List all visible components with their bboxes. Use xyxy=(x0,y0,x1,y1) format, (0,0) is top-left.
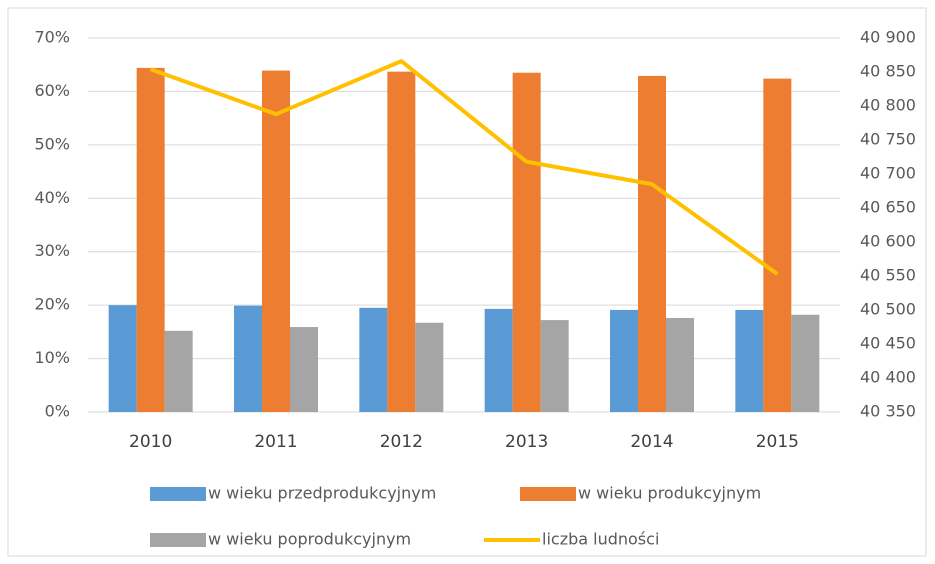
x-tick-label: 2015 xyxy=(756,432,799,452)
x-tick-label: 2010 xyxy=(129,432,172,452)
y2-tick-label: 40 550 xyxy=(860,266,916,285)
line xyxy=(149,59,779,276)
y-tick-label: 0% xyxy=(45,402,70,421)
y-tick-label: 40% xyxy=(34,188,70,207)
y2-tick-label: 40 850 xyxy=(860,62,916,81)
bar xyxy=(359,307,388,412)
y2-tick-label: 40 700 xyxy=(860,164,916,183)
x-tick-label: 2014 xyxy=(630,432,673,452)
bar xyxy=(262,70,290,412)
y-tick-label: 60% xyxy=(34,81,70,100)
bar xyxy=(136,67,165,413)
y-tick-label: 30% xyxy=(34,241,70,260)
x-tick-label: 2011 xyxy=(254,432,297,452)
y2-tick-label: 40 450 xyxy=(860,334,916,353)
y2-tick-label: 40 600 xyxy=(860,232,916,251)
y-tick-label: 70% xyxy=(34,28,70,47)
bar xyxy=(512,72,541,412)
legend-label: w wieku przedprodukcyjnym xyxy=(208,484,436,503)
y2-tick-label: 40 500 xyxy=(860,300,916,319)
bar xyxy=(484,308,513,412)
legend-label: w wieku poprodukcyjnym xyxy=(208,530,411,549)
y2-tick-label: 40 900 xyxy=(860,28,916,47)
y2-tick-label: 40 350 xyxy=(860,402,916,421)
x-tick-label: 2012 xyxy=(380,432,423,452)
bar xyxy=(387,71,416,412)
bar xyxy=(290,327,318,412)
bar xyxy=(610,309,638,412)
bar xyxy=(540,320,569,412)
bar xyxy=(638,75,666,412)
y-tick-label: 10% xyxy=(34,348,70,367)
legend-label: liczba ludności xyxy=(542,530,659,549)
bar xyxy=(108,305,137,412)
y2-tick-label: 40 750 xyxy=(860,130,916,149)
bar xyxy=(164,330,193,412)
bar xyxy=(234,305,262,412)
legend-label: w wieku produkcyjnym xyxy=(578,484,761,503)
y2-tick-label: 40 800 xyxy=(860,96,916,115)
legend-swatch xyxy=(520,487,576,501)
legend-swatch xyxy=(150,533,206,547)
bar xyxy=(735,309,764,412)
bar xyxy=(666,317,694,412)
bar xyxy=(791,314,820,412)
y2-tick-label: 40 650 xyxy=(860,198,916,217)
y-tick-label: 20% xyxy=(34,295,70,314)
legend-swatch xyxy=(150,487,206,501)
bar xyxy=(415,322,444,412)
y2-tick-label: 40 400 xyxy=(860,368,916,387)
bar xyxy=(763,78,792,412)
x-tick-label: 2013 xyxy=(505,432,548,452)
y-tick-label: 50% xyxy=(34,134,70,153)
